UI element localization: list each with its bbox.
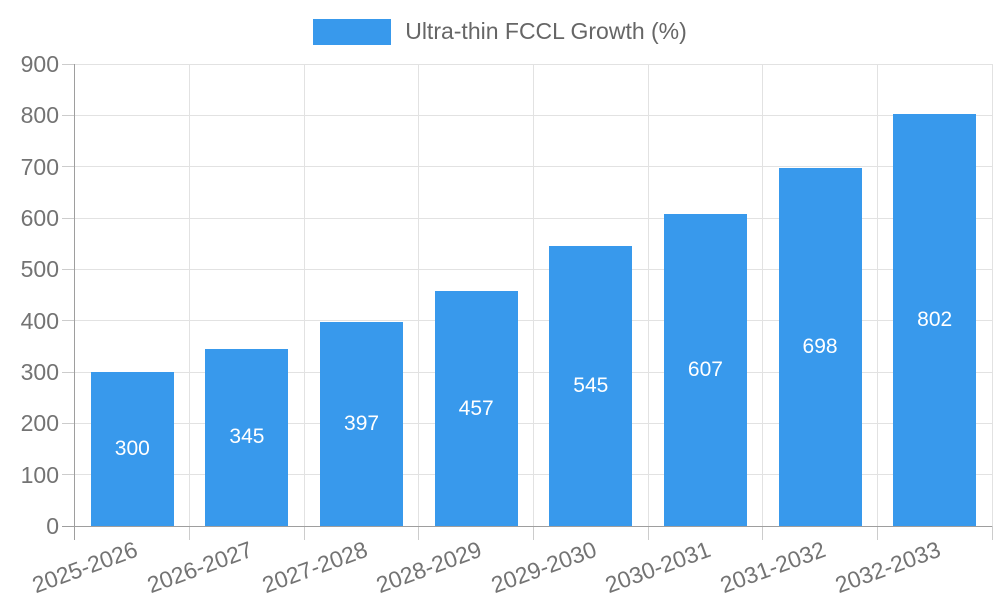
bar: 397 <box>320 322 404 526</box>
x-axis-label: 2027-2028 <box>258 536 371 599</box>
x-tick-mark <box>876 526 878 540</box>
x-axis-label: 2026-2027 <box>143 536 256 599</box>
x-axis-label: 2029-2030 <box>487 536 600 599</box>
x-gridline <box>647 64 649 526</box>
y-axis-label: 500 <box>20 256 59 283</box>
plot-area: 300 345 397 457 545 607 698 802 <box>75 63 993 526</box>
y-axis-label: 900 <box>20 51 59 77</box>
y-tick-mark <box>62 166 75 168</box>
x-tick-mark <box>533 526 534 540</box>
x-tick-mark <box>418 526 420 540</box>
x-tick-mark <box>647 526 649 540</box>
x-axis-label: 2028-2029 <box>372 536 486 599</box>
y-tick-mark <box>62 268 75 270</box>
bar-value-label: 457 <box>458 396 494 420</box>
legend-label: Ultra-thin FCCL Growth (%) <box>405 18 687 44</box>
x-axis-label: 2030-2031 <box>602 536 715 599</box>
x-tick-mark <box>189 526 191 540</box>
x-axis-label: 2025-2026 <box>28 536 142 599</box>
x-gridline <box>303 64 305 526</box>
bar-value-label: 545 <box>573 374 609 398</box>
x-gridline <box>418 64 420 526</box>
y-tick-mark <box>62 114 75 116</box>
y-axis-label: 200 <box>20 410 59 437</box>
y-tick-mark <box>62 63 75 65</box>
y-tick-mark <box>62 217 75 219</box>
y-axis-label: 100 <box>20 461 59 488</box>
bar-value-label: 300 <box>114 437 150 460</box>
bar-value-label: 345 <box>229 425 265 449</box>
x-axis-label: 2032-2033 <box>831 536 944 599</box>
y-axis-label: 600 <box>20 205 59 231</box>
bar-value-label: 607 <box>687 358 723 382</box>
bar-value-label: 698 <box>802 334 838 358</box>
bar: 457 <box>434 291 518 526</box>
legend-swatch-icon <box>313 18 392 45</box>
y-axis-label: 0 <box>46 513 59 539</box>
x-gridline <box>189 64 191 526</box>
x-gridline <box>991 64 993 526</box>
bar-value-label: 802 <box>917 308 953 332</box>
x-gridline <box>762 64 764 526</box>
y-axis-label: 300 <box>20 359 59 385</box>
bar: 607 <box>663 214 747 526</box>
bar: 345 <box>205 348 289 526</box>
bar: 698 <box>778 167 862 526</box>
bar: 802 <box>893 114 977 526</box>
y-axis-label: 700 <box>20 153 59 180</box>
x-gridline <box>876 64 878 526</box>
x-gridline <box>533 64 534 526</box>
y-tick-mark <box>62 371 75 373</box>
x-tick-mark <box>991 526 993 540</box>
y-tick-mark <box>62 422 75 424</box>
y-axis-line <box>74 64 75 540</box>
y-tick-mark <box>62 320 75 322</box>
bar: 300 <box>90 372 174 526</box>
x-axis-label: 2031-2032 <box>716 536 829 599</box>
bar-value-label: 397 <box>344 412 380 436</box>
chart-legend[interactable]: Ultra-thin FCCL Growth (%) <box>0 18 1000 45</box>
bar: 545 <box>549 246 633 526</box>
y-tick-mark <box>62 474 75 476</box>
x-tick-mark <box>303 526 305 540</box>
y-axis-label: 800 <box>20 102 59 129</box>
y-axis-label: 400 <box>20 307 59 334</box>
x-axis-line <box>62 526 992 527</box>
x-tick-mark <box>762 526 764 540</box>
